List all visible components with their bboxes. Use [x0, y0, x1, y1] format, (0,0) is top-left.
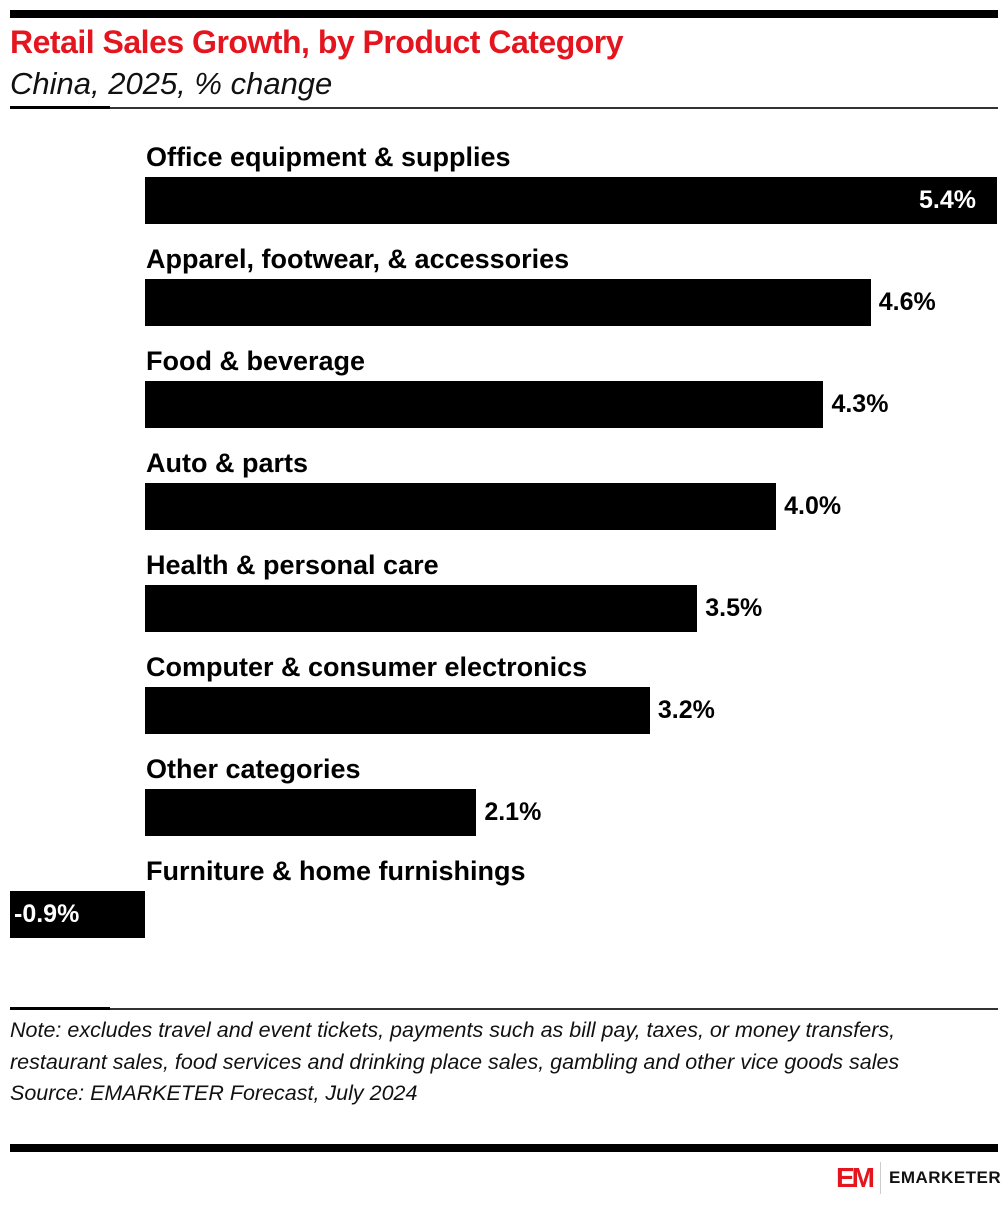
- data-label: 4.6%: [878, 288, 936, 316]
- notes: Note: excludes travel and event tickets,…: [10, 1015, 970, 1110]
- bar: [145, 585, 698, 632]
- logo-mark: EM: [836, 1162, 881, 1194]
- data-label: 3.5%: [705, 594, 763, 622]
- data-label: 4.3%: [831, 390, 889, 418]
- category-label: Food & beverage: [146, 346, 366, 376]
- bar: [145, 483, 777, 530]
- chart-subtitle: China, 2025, % change: [10, 66, 333, 101]
- data-label: 5.4%: [919, 186, 976, 214]
- data-label: 2.1%: [484, 798, 542, 826]
- category-label: Auto & parts: [146, 448, 308, 478]
- bottom-rule: [10, 1144, 998, 1152]
- data-label: 4.0%: [784, 492, 842, 520]
- bar: [145, 279, 871, 326]
- footer-divider: [10, 1007, 998, 1010]
- source-text: Source: EMARKETER Forecast, July 2024: [10, 1081, 418, 1105]
- note-text: Note: excludes travel and event tickets,…: [10, 1018, 900, 1074]
- top-rule: [10, 10, 998, 18]
- data-label: -0.9%: [14, 900, 80, 928]
- emarketer-logo: EM EMARKETER: [836, 1162, 1001, 1194]
- chart-title: Retail Sales Growth, by Product Category: [10, 24, 624, 60]
- category-label: Office equipment & supplies: [146, 142, 511, 172]
- data-label: 3.2%: [657, 696, 715, 724]
- bar-chart: Office equipment & supplies 5.4% Apparel, …: [0, 120, 1008, 970]
- logo-text: EMARKETER: [889, 1168, 1002, 1187]
- category-label: Other categories: [146, 754, 361, 784]
- category-label: Health & personal care: [146, 550, 439, 580]
- category-label: Apparel, footwear, & accessories: [146, 244, 570, 274]
- bar: [145, 177, 997, 224]
- category-label: Computer & consumer electronics: [146, 652, 588, 682]
- bar: [10, 891, 145, 938]
- bar: [145, 789, 477, 836]
- bar: [145, 687, 650, 734]
- header-divider: [10, 106, 998, 109]
- bar: [145, 381, 824, 428]
- category-label: Furniture & home furnishings: [146, 856, 526, 886]
